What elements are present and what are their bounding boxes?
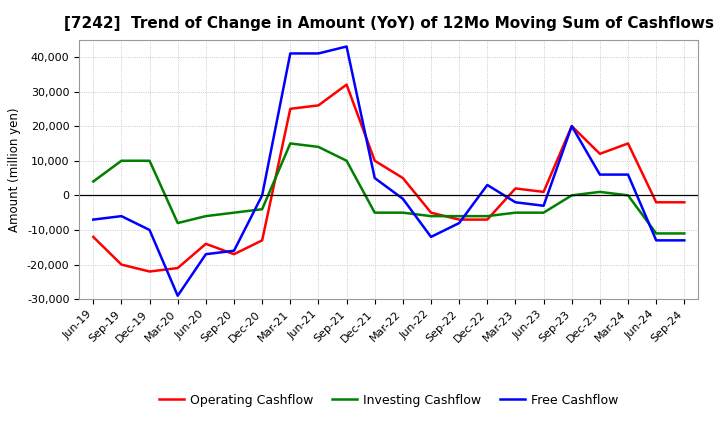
Investing Cashflow <box>567 193 576 198</box>
Free Cashflow <box>314 51 323 56</box>
Free Cashflow <box>624 172 632 177</box>
Operating Cashflow <box>680 200 688 205</box>
Free Cashflow <box>202 252 210 257</box>
Operating Cashflow <box>483 217 492 222</box>
Investing Cashflow <box>511 210 520 215</box>
Investing Cashflow <box>117 158 126 163</box>
Investing Cashflow <box>342 158 351 163</box>
Operating Cashflow <box>399 176 408 181</box>
Free Cashflow <box>342 44 351 49</box>
Investing Cashflow <box>89 179 98 184</box>
Investing Cashflow <box>595 189 604 194</box>
Operating Cashflow <box>230 252 238 257</box>
Free Cashflow <box>539 203 548 209</box>
Free Cashflow <box>286 51 294 56</box>
Operating Cashflow <box>539 189 548 194</box>
Investing Cashflow <box>258 206 266 212</box>
Free Cashflow <box>483 182 492 187</box>
Free Cashflow <box>595 172 604 177</box>
Line: Operating Cashflow: Operating Cashflow <box>94 84 684 271</box>
Operating Cashflow <box>202 241 210 246</box>
Operating Cashflow <box>342 82 351 87</box>
Legend: Operating Cashflow, Investing Cashflow, Free Cashflow: Operating Cashflow, Investing Cashflow, … <box>154 389 624 411</box>
Operating Cashflow <box>455 217 464 222</box>
Title: [7242]  Trend of Change in Amount (YoY) of 12Mo Moving Sum of Cashflows: [7242] Trend of Change in Amount (YoY) o… <box>64 16 714 32</box>
Investing Cashflow <box>314 144 323 150</box>
Investing Cashflow <box>680 231 688 236</box>
Investing Cashflow <box>624 193 632 198</box>
Investing Cashflow <box>370 210 379 215</box>
Free Cashflow <box>455 220 464 226</box>
Investing Cashflow <box>174 220 182 226</box>
Operating Cashflow <box>286 106 294 111</box>
Free Cashflow <box>680 238 688 243</box>
Operating Cashflow <box>624 141 632 146</box>
Investing Cashflow <box>399 210 408 215</box>
Free Cashflow <box>370 176 379 181</box>
Free Cashflow <box>174 293 182 298</box>
Investing Cashflow <box>427 213 436 219</box>
Free Cashflow <box>89 217 98 222</box>
Operating Cashflow <box>314 103 323 108</box>
Operating Cashflow <box>567 124 576 129</box>
Operating Cashflow <box>427 210 436 215</box>
Operating Cashflow <box>89 234 98 239</box>
Operating Cashflow <box>174 265 182 271</box>
Free Cashflow <box>511 200 520 205</box>
Free Cashflow <box>399 196 408 202</box>
Free Cashflow <box>258 193 266 198</box>
Line: Investing Cashflow: Investing Cashflow <box>94 143 684 234</box>
Investing Cashflow <box>483 213 492 219</box>
Free Cashflow <box>230 248 238 253</box>
Investing Cashflow <box>539 210 548 215</box>
Free Cashflow <box>117 213 126 219</box>
Investing Cashflow <box>230 210 238 215</box>
Y-axis label: Amount (million yen): Amount (million yen) <box>9 107 22 231</box>
Line: Free Cashflow: Free Cashflow <box>94 47 684 296</box>
Free Cashflow <box>427 234 436 239</box>
Investing Cashflow <box>145 158 154 163</box>
Investing Cashflow <box>455 213 464 219</box>
Operating Cashflow <box>511 186 520 191</box>
Free Cashflow <box>567 124 576 129</box>
Investing Cashflow <box>652 231 660 236</box>
Operating Cashflow <box>145 269 154 274</box>
Operating Cashflow <box>258 238 266 243</box>
Operating Cashflow <box>595 151 604 157</box>
Operating Cashflow <box>117 262 126 267</box>
Free Cashflow <box>145 227 154 233</box>
Investing Cashflow <box>286 141 294 146</box>
Free Cashflow <box>652 238 660 243</box>
Operating Cashflow <box>652 200 660 205</box>
Operating Cashflow <box>370 158 379 163</box>
Investing Cashflow <box>202 213 210 219</box>
